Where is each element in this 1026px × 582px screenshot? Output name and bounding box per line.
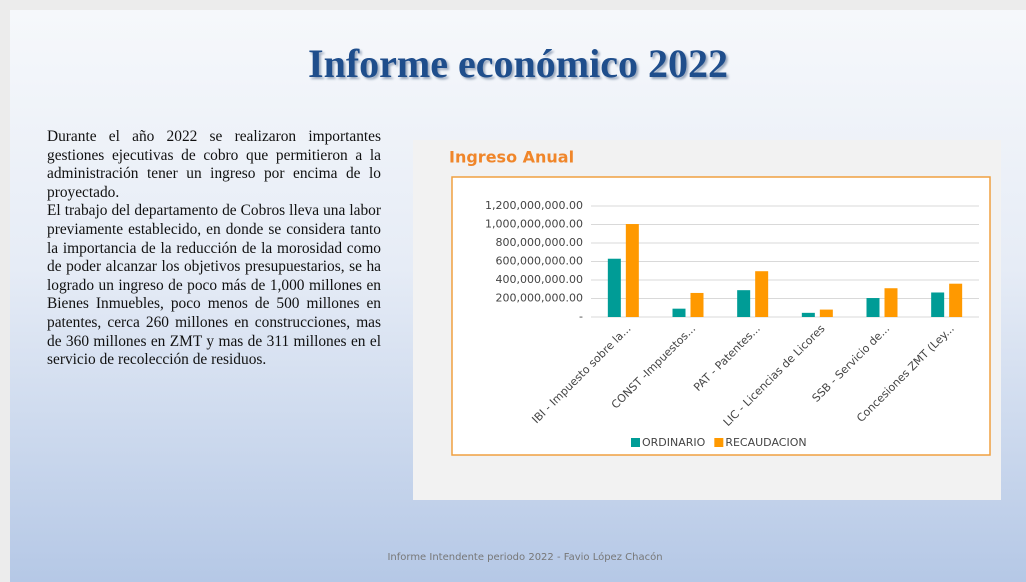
y-tick-label: 600,000,000.00: [496, 255, 583, 268]
bar: [866, 298, 880, 317]
y-tick-label: 800,000,000.00: [496, 236, 583, 249]
bar: [884, 288, 898, 317]
chart: Ingreso Anual - 200,000,000.00 400,000,000…: [413, 140, 1001, 500]
bar: [737, 290, 751, 317]
y-tick-label: -: [579, 310, 583, 323]
y-tick-label: 200,000,000.00: [496, 292, 583, 305]
bar: [819, 309, 833, 317]
bar: [755, 271, 769, 317]
paragraph: Durante el año 2022 se realizaron import…: [47, 128, 381, 201]
footer: Informe Intendente periodo 2022 - Favio …: [387, 552, 663, 563]
y-tick-label: 1,200,000,000.00: [485, 199, 583, 212]
bar: [801, 312, 815, 317]
legend-label: RECAUDACION: [725, 436, 806, 449]
legend-label: ORDINARIO: [642, 436, 706, 449]
legend-swatch: [631, 438, 640, 447]
bar: [690, 292, 704, 317]
slide-body: Informe económico 2022 Durante el año 20…: [10, 10, 1026, 582]
slide-title: Informe económico 2022: [308, 41, 728, 86]
bar: [931, 292, 945, 317]
legend-swatch: [714, 438, 724, 447]
bar: [625, 224, 639, 317]
bar: [607, 258, 621, 317]
y-tick-label: 400,000,000.00: [496, 273, 583, 286]
plot-frame: [451, 176, 991, 456]
body-text: Durante el año 2022 se realizaron import…: [47, 128, 381, 370]
bar: [949, 283, 963, 317]
y-tick-label: 1,000,000,000.00: [485, 218, 583, 231]
paragraph: El trabajo del departamento de Cobros ll…: [47, 202, 381, 369]
bar: [672, 308, 686, 317]
chart-title: Ingreso Anual: [449, 148, 574, 167]
